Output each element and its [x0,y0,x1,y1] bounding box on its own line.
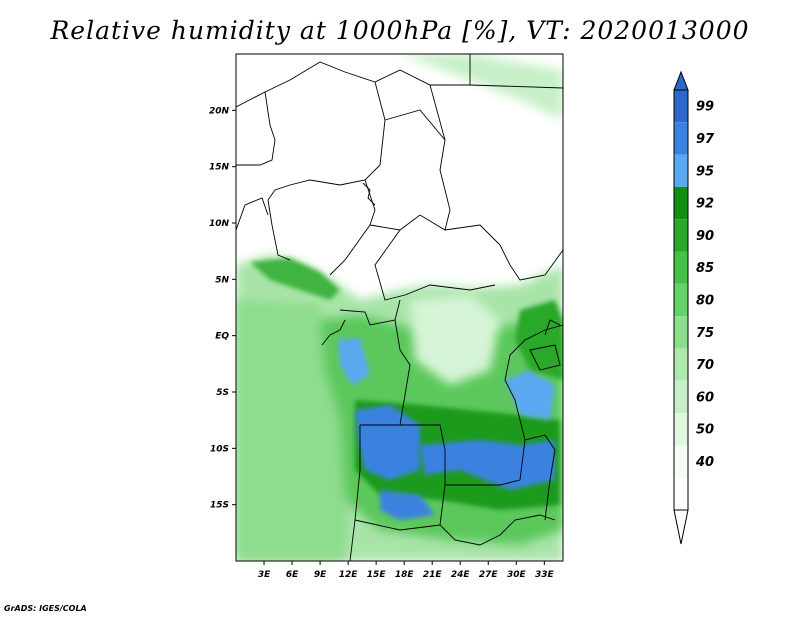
lat-tick-label: EQ [215,332,229,342]
colorbar-segment [674,90,688,123]
colorbar-segment [674,477,688,510]
lon-tick-label: 33E [535,570,555,580]
lon-tick-label: 27E [479,570,499,580]
colorbar-level-label: 60 [696,390,714,405]
footer-credit: GrADS: IGES/COLA [4,604,87,613]
lon-tick-label: 24E [451,570,471,580]
colorbar-level-label: 70 [696,358,714,373]
lat-tick-label: 20N [209,106,230,116]
lat-tick-label: 10S [210,444,229,454]
moist-region-light-top [400,54,563,120]
lon-tick-label: 3E [258,570,271,580]
map-frame [235,53,564,562]
saturated-zone-south [380,490,435,520]
colorbar-level-label: 95 [696,164,714,179]
colorbar-level-label: 90 [696,229,714,244]
colorbar-segment [674,186,688,220]
lon-tick-label: 9E [314,570,327,580]
colorbar-segment [674,413,688,446]
lon-tick-label: 21E [423,570,443,580]
colorbar-segment [674,380,688,414]
lat-tick-label: 5S [216,388,229,398]
saturated-zone-central [420,440,555,490]
lon-tick-label: 6E [286,570,299,580]
lat-tick-label: 10N [209,219,230,229]
colorbar-segment [674,251,688,284]
colorbar-level-label: 80 [696,294,714,309]
colorbar-level-label: 97 [696,132,715,147]
longitude-axis: 3E 6E 9E 12E 15E 18E 21E 24E 27E 30E 33E [258,561,555,580]
colorbar-segment [674,219,688,252]
colorbar-level-label: 40 [695,455,714,470]
moist-region-ocean [236,300,350,561]
colorbar-top-arrow [673,70,689,91]
lat-tick-label: 15S [210,501,229,511]
saturated-zone-lakes [505,370,555,420]
colorbar-segment [674,283,688,317]
lat-tick-label: 5N [215,275,229,285]
colorbar-segment [674,445,688,478]
lon-tick-label: 30E [507,570,527,580]
humidity-field [236,54,563,561]
colorbar: 99 97 95 92 90 85 80 75 70 60 50 40 [673,70,715,545]
colorbar-bottom-arrow [673,509,689,545]
colorbar-level-label: 85 [696,261,714,276]
country-borders [236,54,563,561]
colorbar-level-label: 99 [696,100,714,115]
page-title: Relative humidity at 1000hPa [%], VT: 20… [50,16,750,45]
colorbar-segment [674,316,688,349]
colorbar-segment [674,154,688,187]
colorbar-level-label: 75 [696,326,714,341]
lon-tick-label: 18E [395,570,415,580]
lon-tick-label: 15E [367,570,387,580]
saturated-zone-north [338,338,370,385]
colorbar-level-label: 50 [696,423,714,438]
lon-tick-label: 12E [339,570,359,580]
saturated-zone-west [355,405,420,480]
colorbar-segment [674,348,688,381]
colorbar-level-label: 92 [696,197,714,212]
colorbar-segment [674,122,688,155]
dry-patch-center [410,295,500,385]
moist-region-coast [250,258,340,300]
lat-tick-label: 15N [209,163,230,173]
latitude-axis: 20N 15N 10N 5N EQ 5S 10S 15S [209,106,236,511]
